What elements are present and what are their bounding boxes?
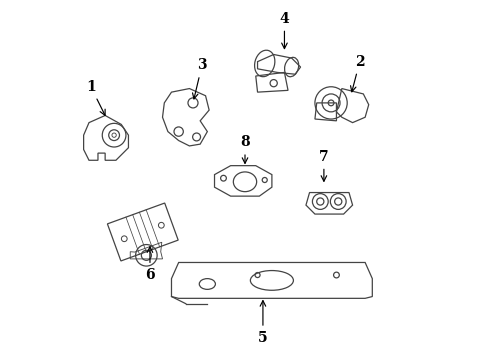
Text: 4: 4 <box>280 12 289 49</box>
Text: 7: 7 <box>319 150 329 181</box>
Text: 6: 6 <box>145 247 155 282</box>
Text: 1: 1 <box>86 80 105 115</box>
Text: 3: 3 <box>193 58 207 99</box>
Text: 8: 8 <box>240 135 250 163</box>
Text: 2: 2 <box>350 55 365 92</box>
Text: 5: 5 <box>258 301 268 345</box>
